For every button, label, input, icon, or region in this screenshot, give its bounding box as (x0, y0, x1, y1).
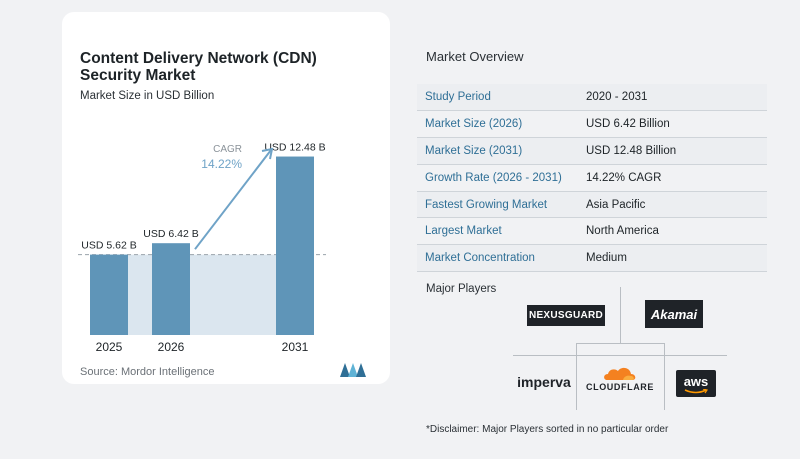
bar-2031 (276, 156, 314, 335)
overview-row: Study Period 2020 - 2031 (417, 84, 767, 111)
overview-title: Market Overview (426, 49, 524, 64)
overview-row-key: Fastest Growing Market (425, 198, 548, 211)
overview-row-value: North America (586, 225, 659, 238)
overview-row-key: Growth Rate (2026 - 2031) (425, 171, 562, 184)
aws-logo: aws (676, 370, 716, 397)
overview-row-key: Market Size (2026) (425, 117, 523, 130)
bar-value-label: USD 5.62 B (81, 240, 136, 252)
overview-row: Market Size (2031) USD 12.48 Billion (417, 137, 767, 165)
grid-line (576, 343, 665, 344)
overview-row-value: USD 12.48 Billion (586, 144, 677, 157)
grid-line (620, 287, 621, 343)
chart-subtitle: Market Size in USD Billion (80, 90, 215, 102)
bar-value-label: USD 6.42 B (143, 228, 198, 240)
overview-row-key: Market Size (2031) (425, 144, 523, 157)
imperva-logo: imperva (517, 374, 571, 390)
bar-value-label: USD 12.48 B (264, 142, 325, 154)
nexusguard-logo: NEXUSGUARD (527, 305, 605, 326)
grid-line (576, 343, 577, 410)
category-label: 2026 (158, 340, 185, 354)
overview-row-key: Market Concentration (425, 252, 535, 265)
overview-row-value: Medium (586, 252, 627, 265)
disclaimer: *Disclaimer: Major Players sorted in no … (426, 424, 669, 435)
category-label: 2031 (282, 340, 309, 354)
overview-row: Fastest Growing Market Asia Pacific (417, 191, 767, 219)
chart-card: Content Delivery Network (CDN) Security … (62, 12, 390, 384)
akamai-logo: Akamai (645, 300, 703, 328)
aws-smile-icon (684, 388, 708, 393)
cagr-value: 14.22% (201, 157, 242, 171)
grid-line (664, 343, 665, 410)
overview-row: Largest Market North America (417, 218, 767, 246)
overview-row: Growth Rate (2026 - 2031) 14.22% CAGR (417, 165, 767, 192)
source-note: Source: Mordor Intelligence (80, 366, 215, 378)
cagr-arrowhead (261, 147, 274, 160)
bar-2026 (152, 243, 190, 335)
players-title: Major Players (426, 283, 497, 295)
cloud-icon (604, 367, 636, 380)
overview-table: Study Period 2020 - 2031 Market Size (2026… (417, 84, 767, 273)
overview-row-value: 2020 - 2031 (586, 90, 648, 103)
mordor-logo-icon (340, 363, 366, 377)
cagr-label: CAGR (213, 144, 242, 155)
overview-row-key: Study Period (425, 90, 491, 103)
overview-row-value: Asia Pacific (586, 198, 646, 211)
aws-wordmark: aws (683, 373, 709, 389)
overview-row-value: USD 6.42 Billion (586, 117, 670, 130)
bar-2025 (90, 254, 128, 335)
cloudflare-logo: CLOUDFLARE (583, 362, 657, 394)
overview-row-key: Largest Market (425, 225, 502, 238)
overview-row-value: 14.22% CAGR (586, 171, 662, 184)
grid-line (513, 355, 727, 356)
overview-row: Market Concentration Medium (417, 245, 767, 273)
category-label: 2025 (96, 340, 123, 354)
cagr-arrow (194, 149, 272, 250)
cloudflare-wordmark: CLOUDFLARE (586, 381, 654, 392)
overview-row: Market Size (2026) USD 6.42 Billion (417, 111, 767, 138)
chart-title: Content Delivery Network (CDN) Security … (80, 50, 317, 84)
bar-chart: USD 5.62 B 2025 USD 6.42 B 2026 USD 12.48 B 2… (78, 142, 326, 354)
